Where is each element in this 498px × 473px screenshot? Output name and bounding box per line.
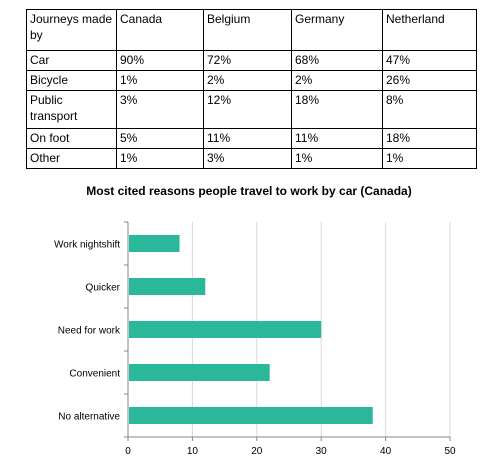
- table-row: Public transport 3% 12% 18% 8%: [26, 90, 477, 129]
- table-header-row: Journeys made by Canada Belgium Germany …: [26, 9, 477, 51]
- table-row: On foot 5% 11% 11% 18%: [26, 128, 477, 149]
- table-row: Other 1% 3% 1% 1%: [26, 148, 477, 169]
- category-label: Need for work: [58, 326, 121, 337]
- table-cell: 1%: [382, 148, 477, 169]
- table-cell: 2%: [291, 70, 383, 91]
- table-row: Car 90% 72% 68% 47%: [26, 50, 477, 71]
- x-tick-label: 0: [125, 446, 131, 457]
- table-cell: 47%: [382, 50, 477, 71]
- bar: [129, 407, 373, 424]
- header-cell: Belgium: [203, 9, 292, 51]
- table-cell: 3%: [203, 148, 292, 169]
- category-label: Work nightshift: [54, 240, 120, 251]
- bar: [129, 321, 322, 338]
- header-cell: Netherland: [382, 9, 477, 51]
- bar: [129, 278, 206, 295]
- table-cell: 18%: [291, 90, 383, 129]
- x-tick-label: 40: [380, 446, 392, 457]
- x-tick-label: 10: [187, 446, 199, 457]
- category-label: No alternative: [58, 412, 120, 423]
- table-cell: 5%: [116, 128, 204, 149]
- header-cell: Germany: [291, 9, 383, 51]
- table-cell: 8%: [382, 90, 477, 129]
- x-tick-label: 30: [316, 446, 328, 457]
- table-cell: 3%: [116, 90, 204, 129]
- table-cell: Bicycle: [26, 70, 117, 91]
- x-tick-label: 50: [444, 446, 456, 457]
- header-cell: Journeys made by: [26, 9, 117, 51]
- bar: [129, 235, 180, 252]
- x-tick-label: 20: [251, 446, 263, 457]
- journeys-table: Journeys made by Canada Belgium Germany …: [26, 9, 477, 169]
- table-cell: 72%: [203, 50, 292, 71]
- table-cell: 12%: [203, 90, 292, 129]
- category-label: Convenient: [69, 369, 120, 380]
- bar: [129, 364, 270, 381]
- table-cell: Public transport: [26, 90, 117, 129]
- header-cell: Canada: [116, 9, 204, 51]
- chart-title: Most cited reasons people travel to work…: [86, 184, 412, 198]
- category-label: Quicker: [86, 283, 121, 294]
